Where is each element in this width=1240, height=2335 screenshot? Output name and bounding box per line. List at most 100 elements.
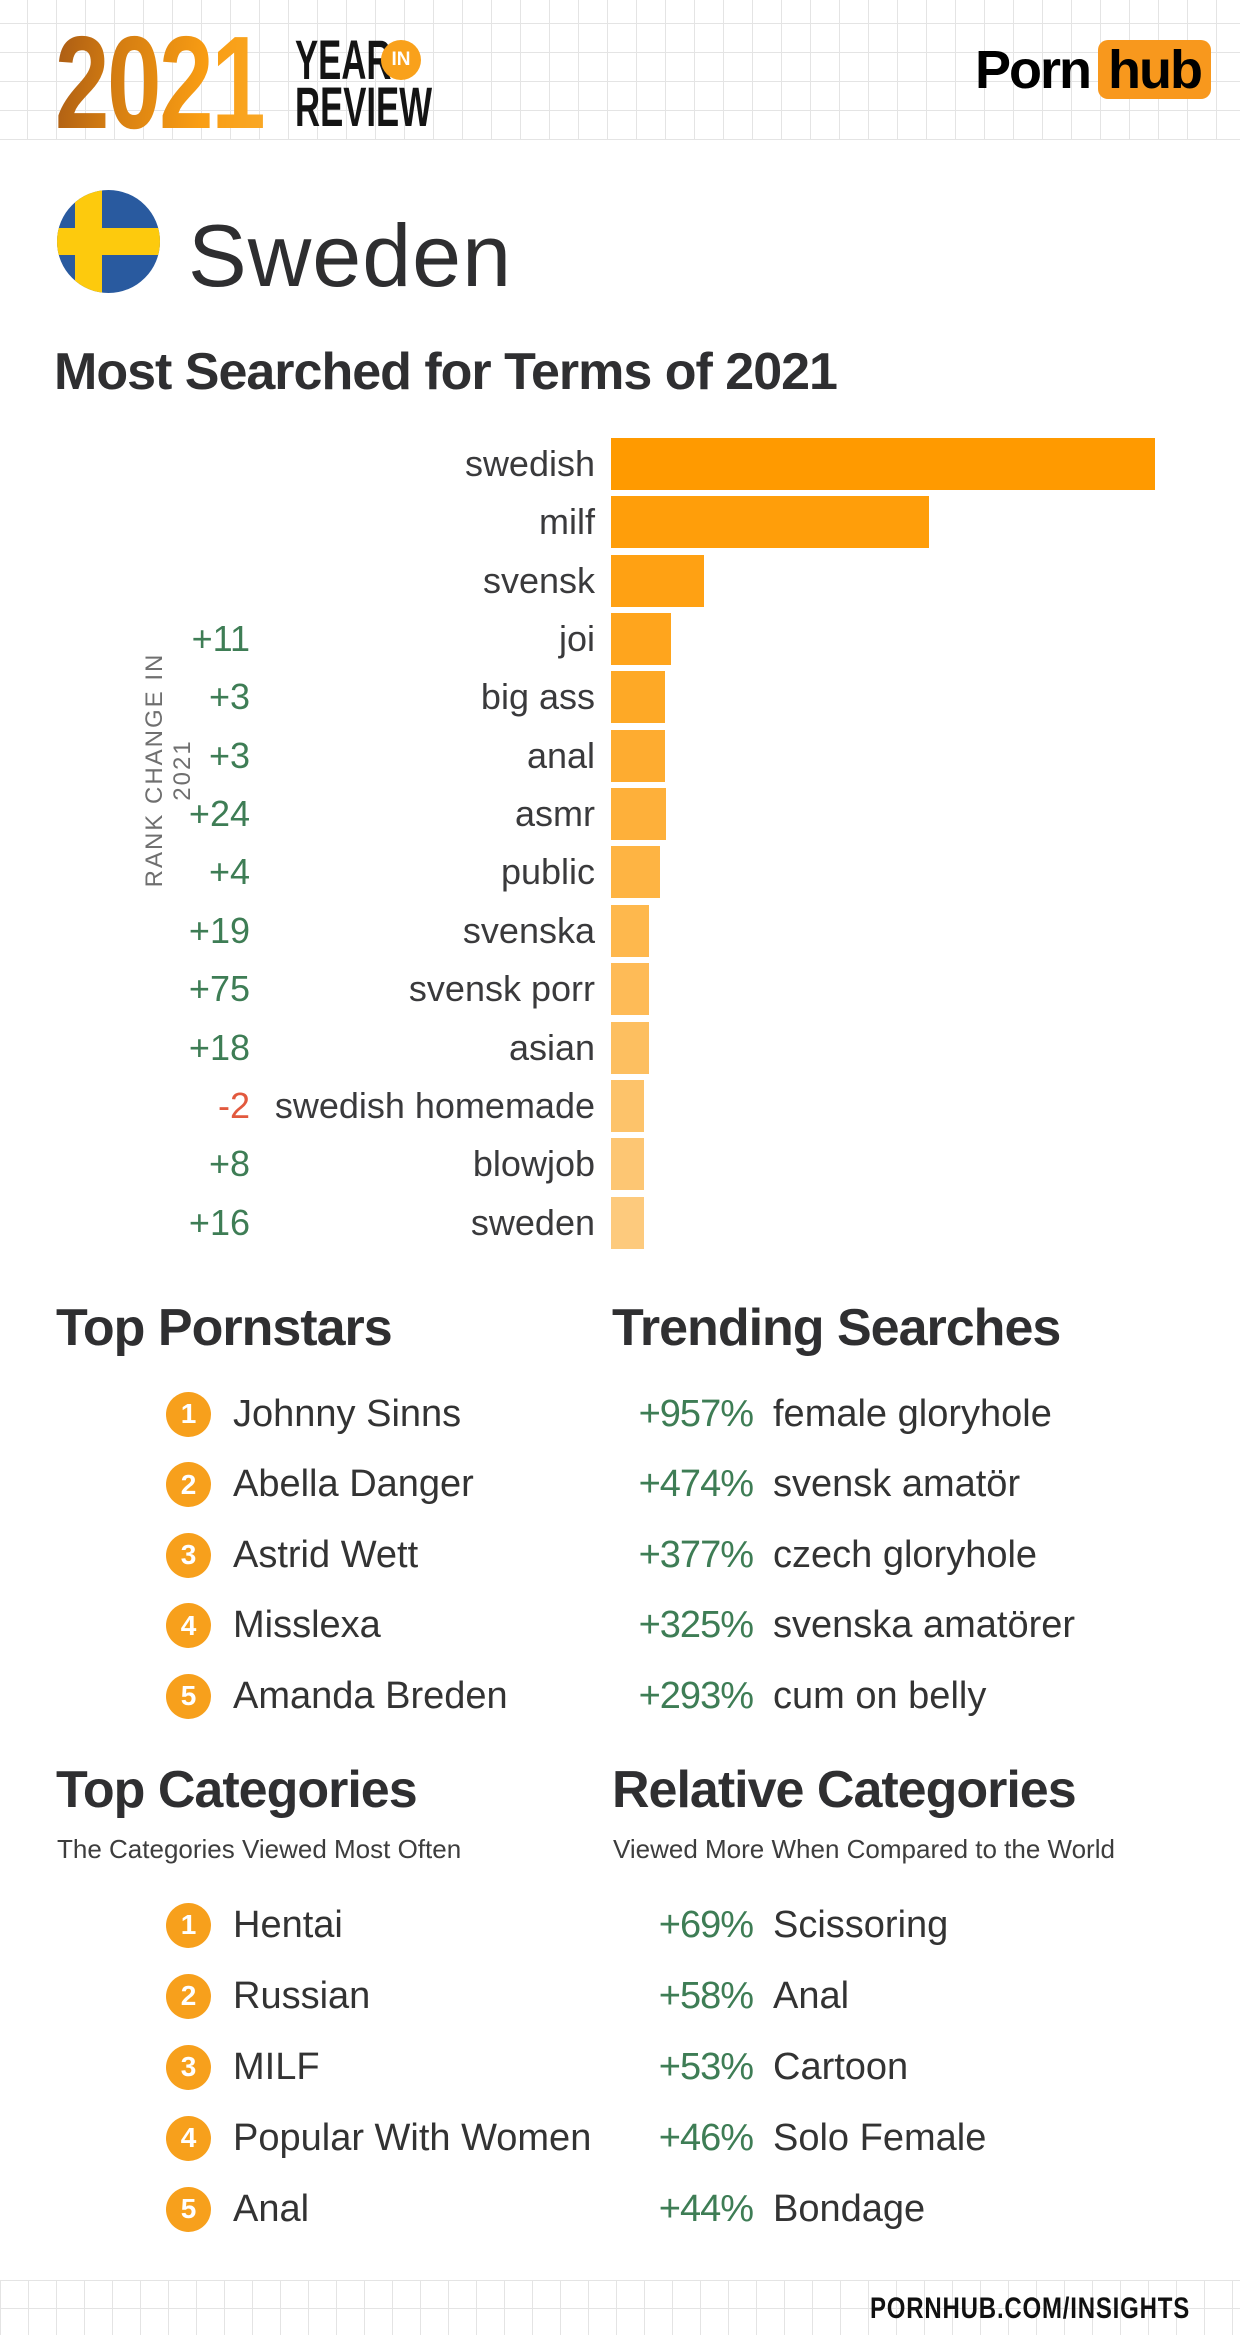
top-categories-title: Top Categories	[56, 1761, 418, 1819]
trending-searches-title: Trending Searches	[612, 1299, 1061, 1357]
search-term-bar	[611, 1196, 644, 1249]
search-term-label: anal	[526, 734, 595, 776]
list-item-label: Amanda Breden	[233, 1674, 508, 1717]
search-term-bar	[611, 1138, 644, 1191]
search-term-label: asmr	[515, 793, 595, 835]
list-item-label: Cartoon	[773, 2045, 909, 2088]
list-item: 3 Astrid Wett	[166, 1529, 418, 1581]
list-item: +957% female gloryhole	[612, 1388, 1052, 1440]
rank-change-value: +11	[191, 618, 250, 660]
list-item: +46% Solo Female	[612, 2112, 987, 2164]
review-word: REVIEW	[295, 75, 432, 138]
list-item: +474% svensk amatör	[612, 1459, 1020, 1511]
rank-change-value: +8	[208, 1143, 250, 1185]
percent-change-value: +474%	[638, 1463, 754, 1505]
rank-change-value: -2	[217, 1084, 250, 1126]
list-item: +69% Scissoring	[612, 1899, 949, 1951]
list-item: 2 Abella Danger	[166, 1459, 474, 1511]
search-term-bar	[611, 963, 649, 1016]
chart-row: swedish	[0, 438, 1240, 490]
list-item: 5 Amanda Breden	[166, 1670, 508, 1722]
percent-change-value: +377%	[638, 1533, 754, 1576]
list-item-label: female gloryhole	[773, 1392, 1052, 1435]
rank-badge: 2	[166, 1462, 211, 1507]
chart-row: milf	[0, 496, 1240, 549]
list-item-label: Abella Danger	[233, 1463, 474, 1505]
search-term-bar	[611, 613, 671, 666]
search-term-label: milf	[539, 501, 595, 543]
list-item-label: Astrid Wett	[233, 1533, 419, 1576]
list-item-label: Solo Female	[773, 2116, 987, 2159]
search-term-bar	[611, 438, 1155, 490]
list-item-label: Scissoring	[773, 1903, 949, 1946]
list-item: 1 Johnny Sinns	[166, 1388, 461, 1440]
search-term-bar	[611, 554, 704, 607]
chart-row: +8 blowjob	[0, 1138, 1240, 1191]
rank-badge: 3	[166, 2044, 211, 2090]
country-title: Sweden	[188, 206, 513, 305]
pornhub-logo-hub-box: hub	[1098, 39, 1211, 100]
list-item: 4 Popular With Women	[166, 2112, 591, 2164]
list-item-label: Misslexa	[233, 1604, 381, 1646]
rank-badge: 3	[166, 1532, 211, 1578]
search-term-label: joi	[558, 618, 595, 660]
rank-change-value: +3	[208, 676, 250, 718]
chart-row: +75 svensk porr	[0, 963, 1240, 1016]
list-item-label: svensk amatör	[773, 1463, 1021, 1505]
rank-badge: 1	[166, 1902, 211, 1948]
rank-badge: 4	[166, 1603, 211, 1648]
percent-change-value: +53%	[658, 2045, 754, 2088]
search-term-label: big ass	[480, 676, 595, 718]
percent-change-value: +58%	[658, 1974, 754, 2017]
list-item: +58% Anal	[612, 1970, 849, 2022]
percent-change-value: +46%	[658, 2116, 754, 2159]
search-term-label: svenska	[462, 909, 595, 951]
rank-badge: 1	[166, 1391, 211, 1437]
list-item: 2 Russian	[166, 1970, 370, 2022]
search-term-bar	[611, 729, 665, 782]
rank-badge: 2	[166, 1973, 211, 2019]
rank-change-value: +18	[188, 1026, 250, 1068]
list-item-label: svenska amatörer	[773, 1604, 1076, 1646]
list-item: 3 MILF	[166, 2041, 320, 2093]
list-item: +325% svenska amatörer	[612, 1600, 1075, 1652]
list-item-label: czech gloryhole	[773, 1533, 1038, 1576]
rank-change-value: +19	[188, 909, 250, 951]
pornhub-logo-porn: Porn	[975, 39, 1092, 100]
chart-row: svensk	[0, 554, 1240, 607]
rank-change-value: +3	[208, 734, 250, 776]
list-item: +44% Bondage	[612, 2183, 925, 2235]
pornhub-logo-hub: hub	[1108, 39, 1203, 100]
list-item: 4 Misslexa	[166, 1600, 381, 1652]
chart-row: +19 svenska	[0, 904, 1240, 957]
rank-change-value: +24	[188, 793, 250, 835]
search-term-bar	[611, 1079, 644, 1132]
rank-badge: 5	[166, 2186, 211, 2232]
list-item-label: Russian	[233, 1974, 371, 2017]
search-term-label: svensk porr	[408, 968, 595, 1010]
search-term-label: svensk	[482, 559, 595, 601]
search-term-bar	[611, 788, 666, 841]
chart-row: +24 asmr	[0, 788, 1240, 841]
chart-row: +11 joi	[0, 613, 1240, 666]
chart-row: +3 big ass	[0, 671, 1240, 724]
list-item: 1 Hentai	[166, 1899, 343, 1951]
percent-change-value: +957%	[638, 1392, 754, 1435]
percent-change-value: +69%	[658, 1903, 754, 1946]
year-word: YEAR	[295, 28, 392, 91]
relative-categories-title: Relative Categories	[612, 1761, 1077, 1819]
search-term-label: sweden	[470, 1201, 595, 1243]
list-item-label: Popular With Women	[233, 2116, 592, 2159]
search-term-bar	[611, 904, 649, 957]
percent-change-value: +44%	[658, 2187, 754, 2230]
rank-change-value: +16	[188, 1201, 250, 1243]
list-item: +377% czech gloryhole	[612, 1529, 1037, 1581]
search-term-bar	[611, 671, 665, 724]
search-term-bar	[611, 846, 660, 899]
year-2021-logo: 2021	[55, 9, 266, 156]
list-item: +53% Cartoon	[612, 2041, 908, 2093]
chart-row: +16 sweden	[0, 1196, 1240, 1249]
list-item-label: Anal	[233, 2187, 310, 2230]
in-badge-icon: IN	[381, 40, 421, 80]
search-term-label: swedish homemade	[274, 1084, 595, 1126]
